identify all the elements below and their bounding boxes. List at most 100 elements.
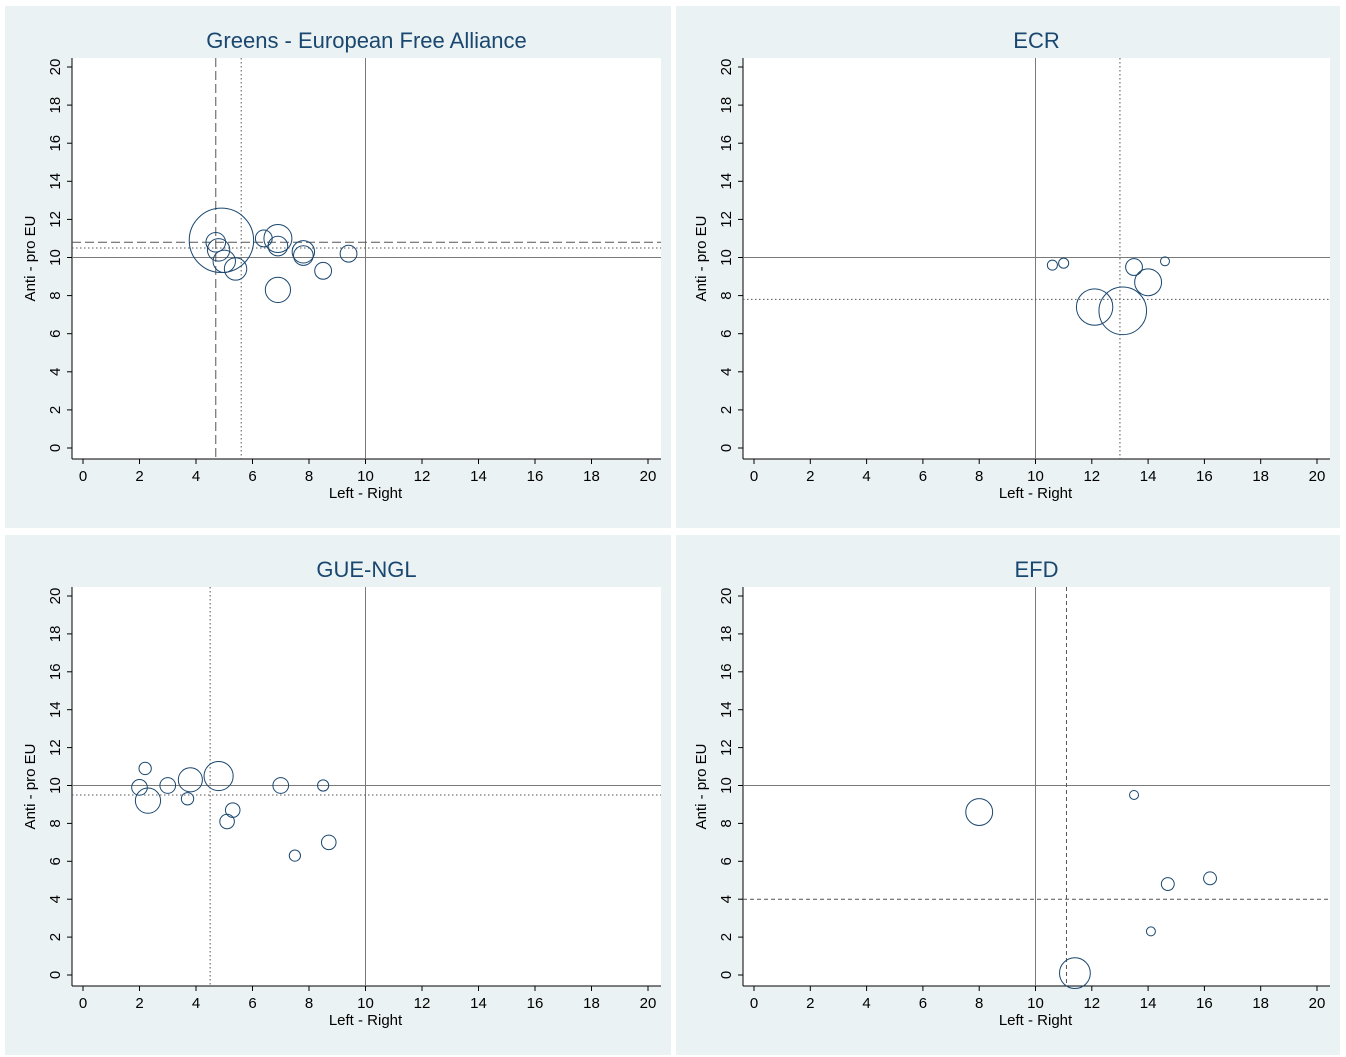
x-tick-label: 2 xyxy=(135,995,143,1012)
x-tick-label: 0 xyxy=(750,995,758,1012)
chart-title: ECR xyxy=(1013,28,1059,53)
y-tick-label: 8 xyxy=(718,291,735,299)
y-tick-label: 6 xyxy=(718,857,735,865)
x-axis-label: Left - Right xyxy=(999,485,1073,502)
scatter-point xyxy=(134,787,162,814)
plot-area xyxy=(72,58,661,459)
y-tick-label: 2 xyxy=(718,933,735,941)
chart-title: GUE-NGL xyxy=(316,557,416,582)
y-axis-label: Anti - pro EU xyxy=(22,216,39,302)
y-tick-label: 4 xyxy=(47,895,64,903)
scatter-point xyxy=(267,235,289,257)
y-tick-label: 0 xyxy=(47,971,64,979)
y-tick-label: 6 xyxy=(718,330,735,338)
x-tick-label: 20 xyxy=(640,468,657,485)
y-tick-label: 2 xyxy=(718,406,735,414)
scatter-point xyxy=(263,223,293,253)
y-tick-label: 18 xyxy=(47,626,64,643)
y-tick-label: 10 xyxy=(47,777,64,794)
x-tick-label: 14 xyxy=(1140,995,1157,1012)
y-tick-label: 10 xyxy=(718,249,735,266)
y-tick-label: 14 xyxy=(47,701,64,718)
scatter-point xyxy=(138,761,152,776)
scatter-point xyxy=(965,798,994,826)
plot-area xyxy=(743,58,1330,459)
scatter-point xyxy=(1075,288,1114,326)
y-tick-label: 14 xyxy=(47,173,64,190)
scatter-point xyxy=(1160,256,1170,267)
scatter-point xyxy=(131,779,148,796)
y-axis-label: Anti - pro EU xyxy=(22,744,39,830)
y-tick-label: 14 xyxy=(718,701,735,718)
y-axis-label: Anti - pro EU xyxy=(693,744,710,830)
x-tick-label: 4 xyxy=(192,468,200,485)
x-tick-label: 10 xyxy=(1027,468,1044,485)
scatter-point xyxy=(317,779,330,792)
y-tick-label: 20 xyxy=(718,588,735,605)
chart-svg: ECR 0 2 4 6 8 10 12 14 16 18 20 0 2 4 6 8 10 12 14 16 18 20 Lef… xyxy=(693,28,1330,502)
y-tick-label: 0 xyxy=(47,444,64,452)
scatter-point xyxy=(159,777,177,794)
y-tick-label: 12 xyxy=(47,211,64,228)
scatter-point xyxy=(1059,957,1091,990)
chart-svg: EFD 0 2 4 6 8 10 12 14 16 18 20 0 2 4 6 8 10 12 14 16 18 20 Lef… xyxy=(693,557,1330,1029)
chart-title: EFD xyxy=(1015,557,1059,582)
x-tick-label: 20 xyxy=(1309,995,1326,1012)
chart-panel-ecr: ECR 0 2 4 6 8 10 12 14 16 18 20 0 2 4 6 8 10 12 14 16 18 20 Lef… xyxy=(676,6,1340,528)
x-tick-label: 8 xyxy=(975,468,983,485)
scatter-point xyxy=(1098,286,1148,336)
y-tick-label: 6 xyxy=(47,857,64,865)
x-tick-label: 16 xyxy=(527,995,544,1012)
y-tick-label: 18 xyxy=(47,97,64,114)
x-tick-label: 4 xyxy=(862,995,870,1012)
x-tick-label: 18 xyxy=(1252,468,1269,485)
scatter-point xyxy=(223,257,248,281)
x-tick-label: 0 xyxy=(79,995,87,1012)
y-tick-label: 6 xyxy=(47,330,64,338)
x-tick-label: 18 xyxy=(583,995,600,1012)
y-tick-label: 16 xyxy=(47,663,64,680)
x-tick-label: 16 xyxy=(527,468,544,485)
plot-area xyxy=(72,587,661,986)
x-tick-label: 12 xyxy=(414,468,431,485)
y-tick-label: 14 xyxy=(718,173,735,190)
y-tick-label: 8 xyxy=(718,819,735,827)
plot-area xyxy=(743,587,1330,986)
y-tick-label: 0 xyxy=(718,971,735,979)
y-tick-label: 12 xyxy=(718,211,735,228)
scatter-point xyxy=(288,849,301,862)
scatter-point xyxy=(1058,257,1070,269)
y-tick-label: 12 xyxy=(47,739,64,756)
y-tick-label: 16 xyxy=(718,663,735,680)
y-tick-label: 8 xyxy=(47,291,64,299)
scatter-point xyxy=(339,244,358,263)
x-tick-label: 10 xyxy=(1027,995,1044,1012)
scatter-point xyxy=(1160,877,1175,891)
x-tick-label: 2 xyxy=(135,468,143,485)
x-tick-label: 0 xyxy=(750,468,758,485)
scatter-point xyxy=(314,261,333,280)
x-tick-label: 4 xyxy=(192,995,200,1012)
x-tick-label: 18 xyxy=(583,468,600,485)
x-tick-label: 0 xyxy=(79,468,87,485)
scatter-point xyxy=(177,767,203,793)
y-tick-label: 16 xyxy=(718,135,735,152)
x-axis-label: Left - Right xyxy=(329,1012,403,1029)
y-tick-label: 2 xyxy=(47,406,64,414)
x-tick-label: 2 xyxy=(806,995,814,1012)
scatter-point xyxy=(203,760,234,792)
x-tick-label: 18 xyxy=(1252,995,1269,1012)
y-tick-label: 8 xyxy=(47,819,64,827)
scatter-point xyxy=(264,276,292,303)
scatter-point xyxy=(180,792,195,806)
x-tick-label: 6 xyxy=(919,468,927,485)
x-tick-label: 16 xyxy=(1196,995,1213,1012)
chart-svg: Greens - European Free Alliance 0 2 4 6 8 10 12… xyxy=(22,28,661,502)
y-tick-label: 4 xyxy=(47,368,64,376)
y-tick-label: 12 xyxy=(718,739,735,756)
scatter-point xyxy=(1203,871,1217,886)
scatter-point xyxy=(293,245,314,266)
x-tick-label: 6 xyxy=(919,995,927,1012)
x-tick-label: 10 xyxy=(357,468,374,485)
scatter-point xyxy=(1046,259,1058,271)
